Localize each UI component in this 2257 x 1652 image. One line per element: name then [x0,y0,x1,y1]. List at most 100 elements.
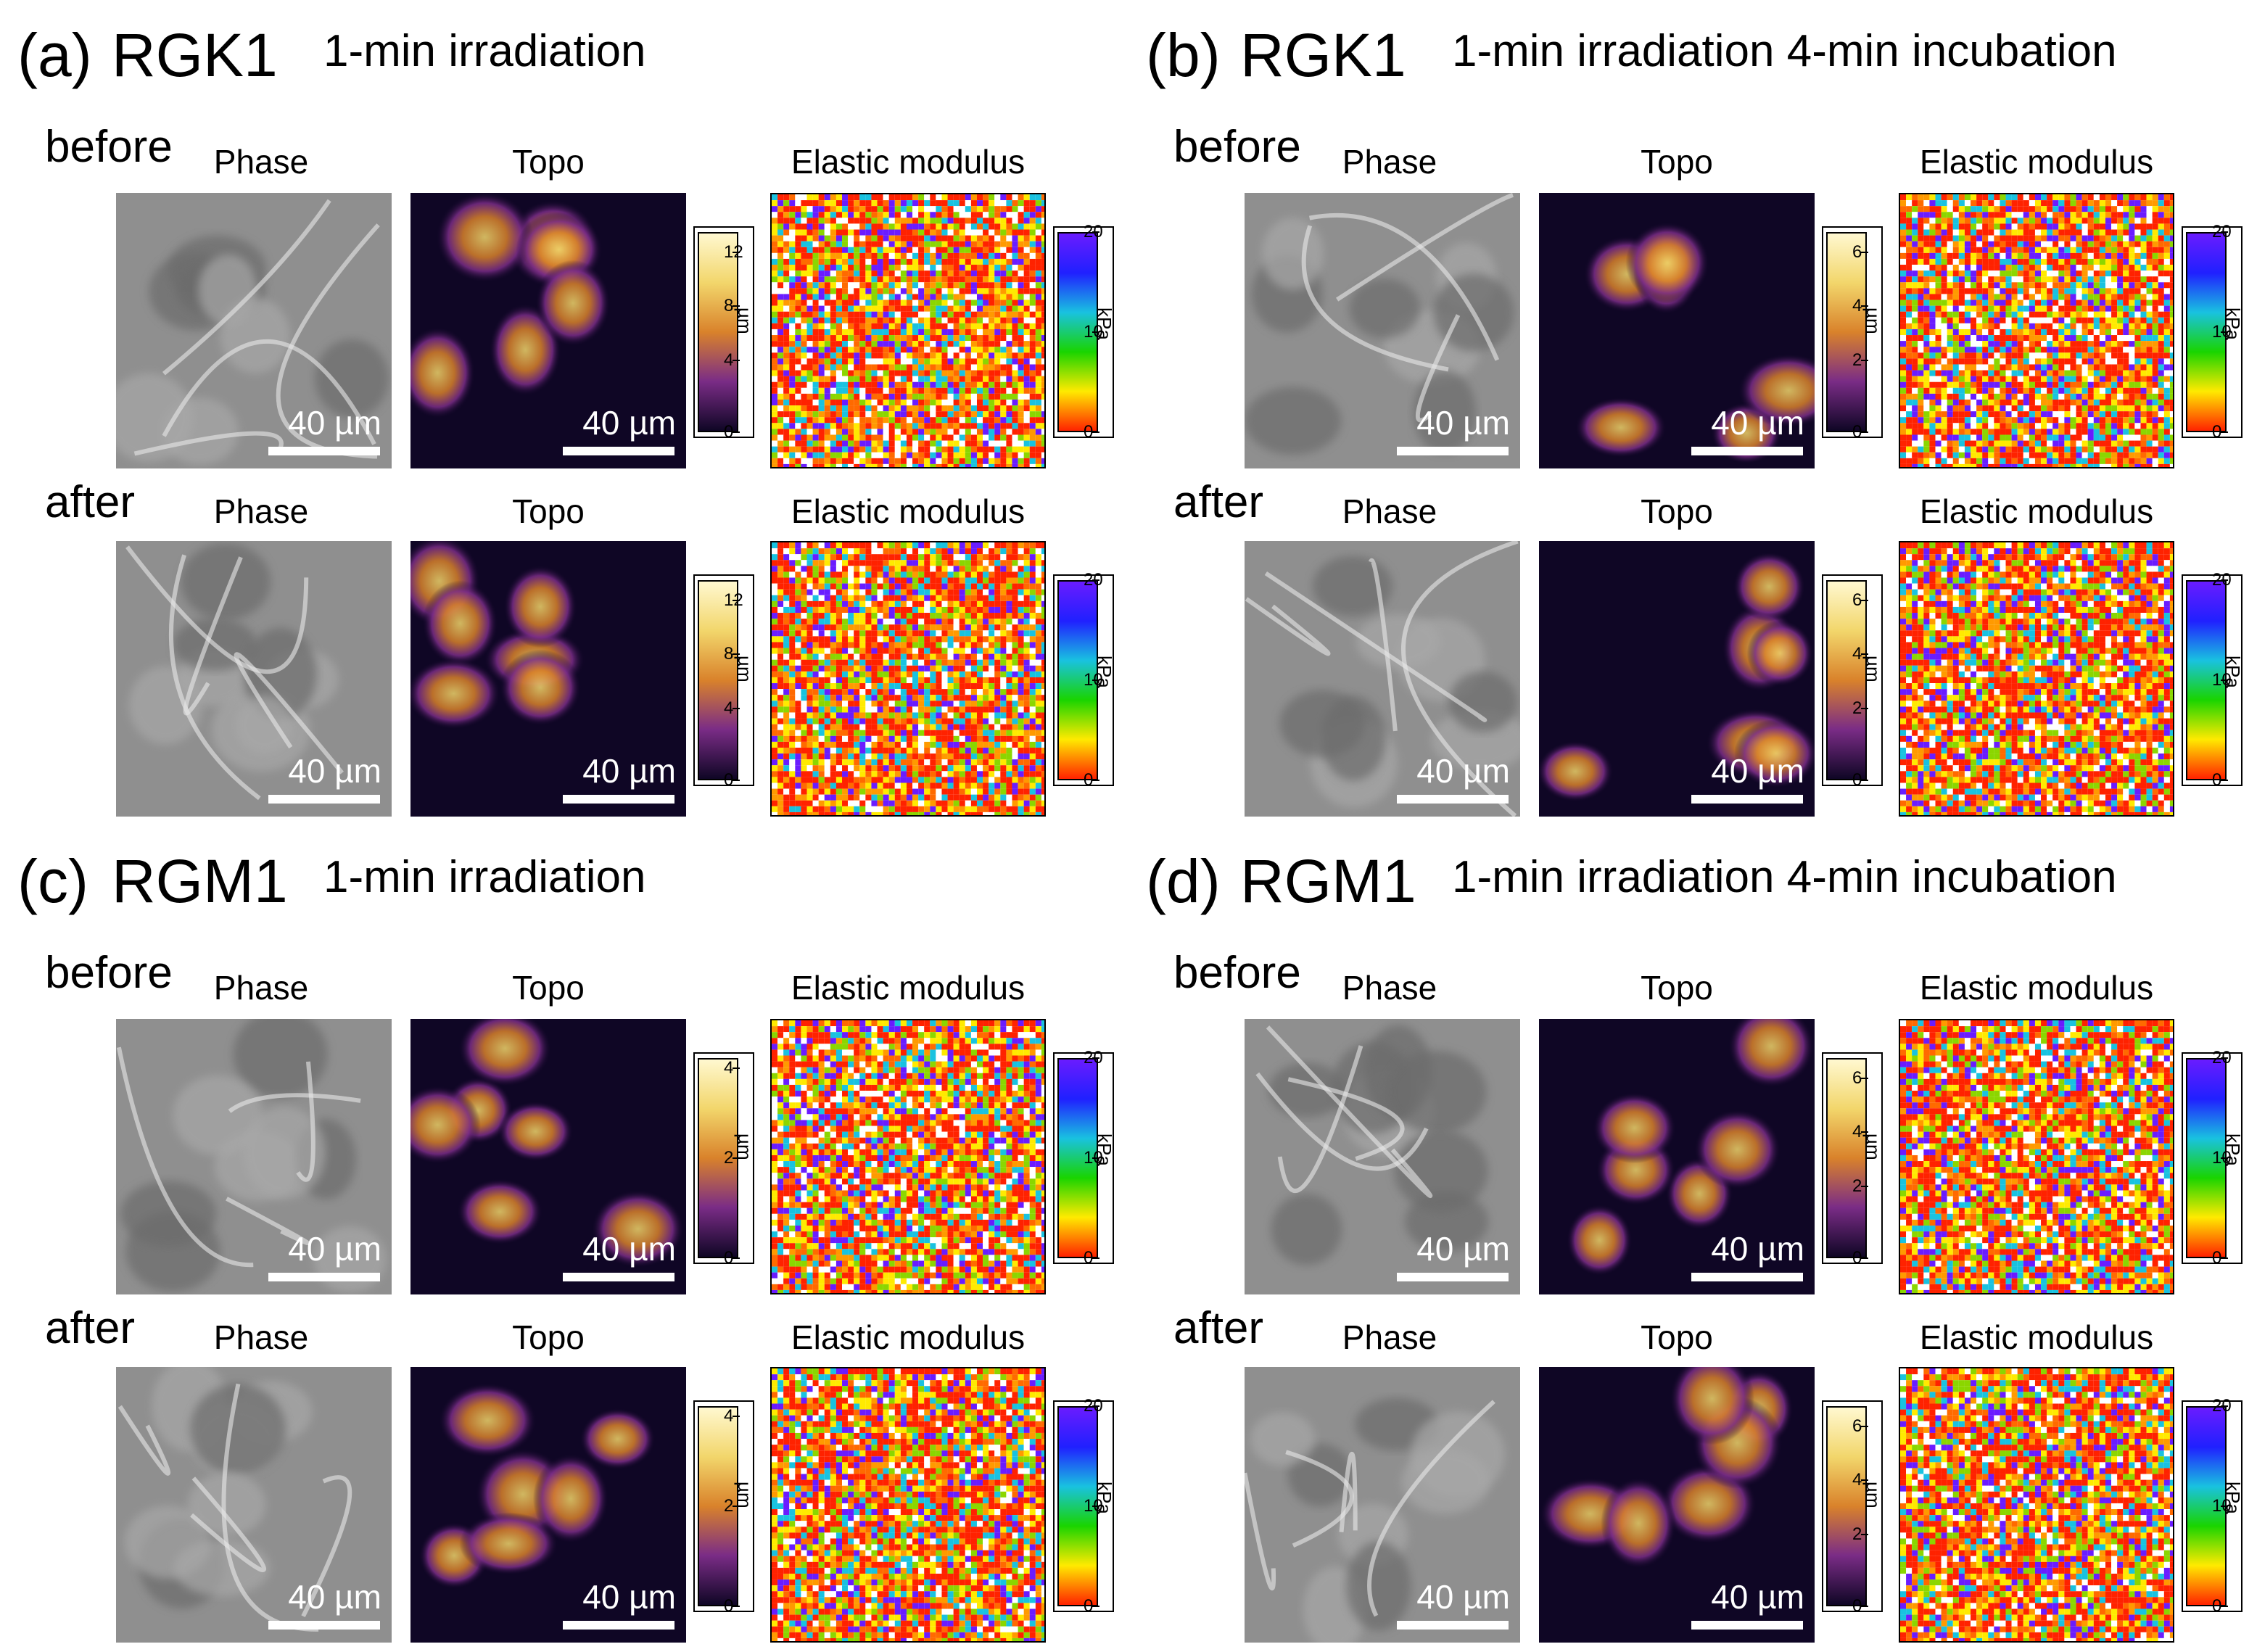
topo-unit-label: µm [1862,1133,1884,1160]
scale-bar-label: 40 µm [582,752,676,790]
topo-tick-label: 4 [1852,296,1862,316]
elastic-image [1900,1020,2173,1293]
scale-bar [1397,1273,1509,1281]
topo-image [1539,541,1815,817]
scale-bar [1691,795,1803,804]
elastic-tick-mark [1092,1405,1099,1407]
elastic-tick-label: 20 [2212,570,2232,590]
topo-tick-label: 4 [724,350,734,370]
elastic-tick-label: 10 [2212,1148,2232,1168]
topo-unit-label: µm [1862,1482,1884,1508]
phase-image [116,1367,392,1643]
elastic-unit-label: kPa [2222,1133,2244,1166]
topo-tick-label: 2 [1852,1176,1862,1196]
topo-tick-label: 8 [724,644,734,664]
elastic-tick-mark [2221,331,2228,333]
scale-bar [563,1621,674,1630]
topo-tick-mark [1861,1606,1868,1607]
elastic-tick-mark [2221,1405,2228,1407]
elastic-tick-label: 20 [2212,1048,2232,1067]
elastic-tick-label: 10 [2212,322,2232,342]
topo-colorbar-gradient [1826,232,1867,432]
topo-tick-mark [1861,305,1868,307]
panel-a: (a) RGK1 1-min irradiation before Phase Topo E… [0,0,1128,826]
elastic-unit-label: kPa [2222,307,2244,340]
panel-b: (b) RGK1 1-min irradiation 4-min incubatio… [1128,0,2257,826]
topo-tick-label: 0 [724,422,734,442]
elastic-tick-label: 20 [1084,1048,1103,1067]
scale-bar [563,1273,674,1281]
phase-map: 40 µm [1245,541,1520,817]
elastic-image [1900,194,2173,467]
topo-image [1539,1367,1815,1643]
elastic-colorbar: 20 10 0 kPa [1053,571,1115,790]
elastic-tick-mark [2221,579,2228,581]
phase-column-label: Phase [1342,143,1437,181]
elastic-column-label: Elastic modulus [791,143,1026,181]
topo-colorbar-gradient [1826,1058,1867,1258]
topo-image [1539,1019,1815,1294]
elastic-tick-label: 10 [1084,670,1103,690]
elastic-tick-label: 10 [2212,670,2232,690]
panel-letter: (c) [17,847,88,915]
topo-map: 40 µm [410,1367,686,1643]
elastic-tick-label: 0 [1084,770,1094,790]
elastic-modulus-map [1899,541,2174,817]
elastic-unit-label: kPa [2222,656,2244,688]
phase-column-label: Phase [1342,969,1437,1007]
elastic-tick-mark [2221,1157,2228,1159]
topo-colorbar: 6 4 2 0 µm [1822,1052,1884,1267]
after-label: after [1173,477,1264,527]
elastic-column-label: Elastic modulus [1919,143,2154,181]
topo-tick-label: 2 [724,1148,734,1168]
scale-bar [1691,1621,1803,1630]
phase-image [1245,1019,1520,1294]
topo-tick-label: 2 [724,1496,734,1516]
elastic-colorbar: 20 10 0 kPa [2182,1397,2244,1615]
elastic-image [772,194,1044,467]
elastic-colorbar: 20 10 0 kPa [1053,1048,1115,1267]
scale-bar-label: 40 µm [582,1578,676,1616]
topo-unit-label: µm [734,307,756,334]
elastic-column-label: Elastic modulus [791,1318,1026,1356]
phase-column-label: Phase [213,969,309,1007]
elastic-image [1900,542,2173,815]
elastic-tick-label: 0 [1084,1596,1094,1616]
topo-colorbar-gradient [1826,1406,1867,1606]
topo-unit-label: µm [734,1133,756,1160]
scale-bar [1397,1621,1509,1630]
elastic-tick-mark [2221,431,2228,433]
topo-tick-label: 0 [724,1248,734,1268]
topo-tick-mark [733,599,740,601]
elastic-tick-mark [1092,331,1099,333]
topo-tick-mark [733,780,740,781]
topo-image [410,1367,686,1643]
elastic-colorbar-gradient [1057,1406,1098,1606]
elastic-tick-mark [2221,1606,2228,1607]
phase-column-label: Phase [1342,492,1437,530]
topo-column-label: Topo [512,1318,585,1356]
phase-column-label: Phase [213,143,309,181]
elastic-tick-mark [1092,579,1099,581]
elastic-unit-label: kPa [1094,1482,1115,1514]
topo-image [410,1019,686,1294]
elastic-column-label: Elastic modulus [1919,969,2154,1007]
topo-tick-label: 8 [724,296,734,316]
elastic-colorbar-gradient [2186,1058,2227,1258]
condition-label: 1-min irradiation [323,26,646,76]
topo-column-label: Topo [512,492,585,530]
elastic-tick-mark [2221,1057,2228,1059]
after-label: after [1173,1303,1264,1353]
condition-label: 1-min irradiation 4-min incubation [1452,26,2117,76]
elastic-tick-label: 20 [1084,222,1103,241]
topo-tick-label: 4 [724,698,734,718]
scale-bar [268,447,380,455]
scale-bar-label: 40 µm [1416,752,1510,790]
elastic-colorbar: 20 10 0 kPa [1053,222,1115,441]
elastic-tick-mark [1092,680,1099,681]
scale-bar [1691,447,1803,455]
panel-letter: (a) [17,21,92,89]
elastic-colorbar: 20 10 0 kPa [2182,223,2244,441]
after-label: after [45,1303,136,1353]
condition-label: 1-min irradiation [323,852,646,902]
